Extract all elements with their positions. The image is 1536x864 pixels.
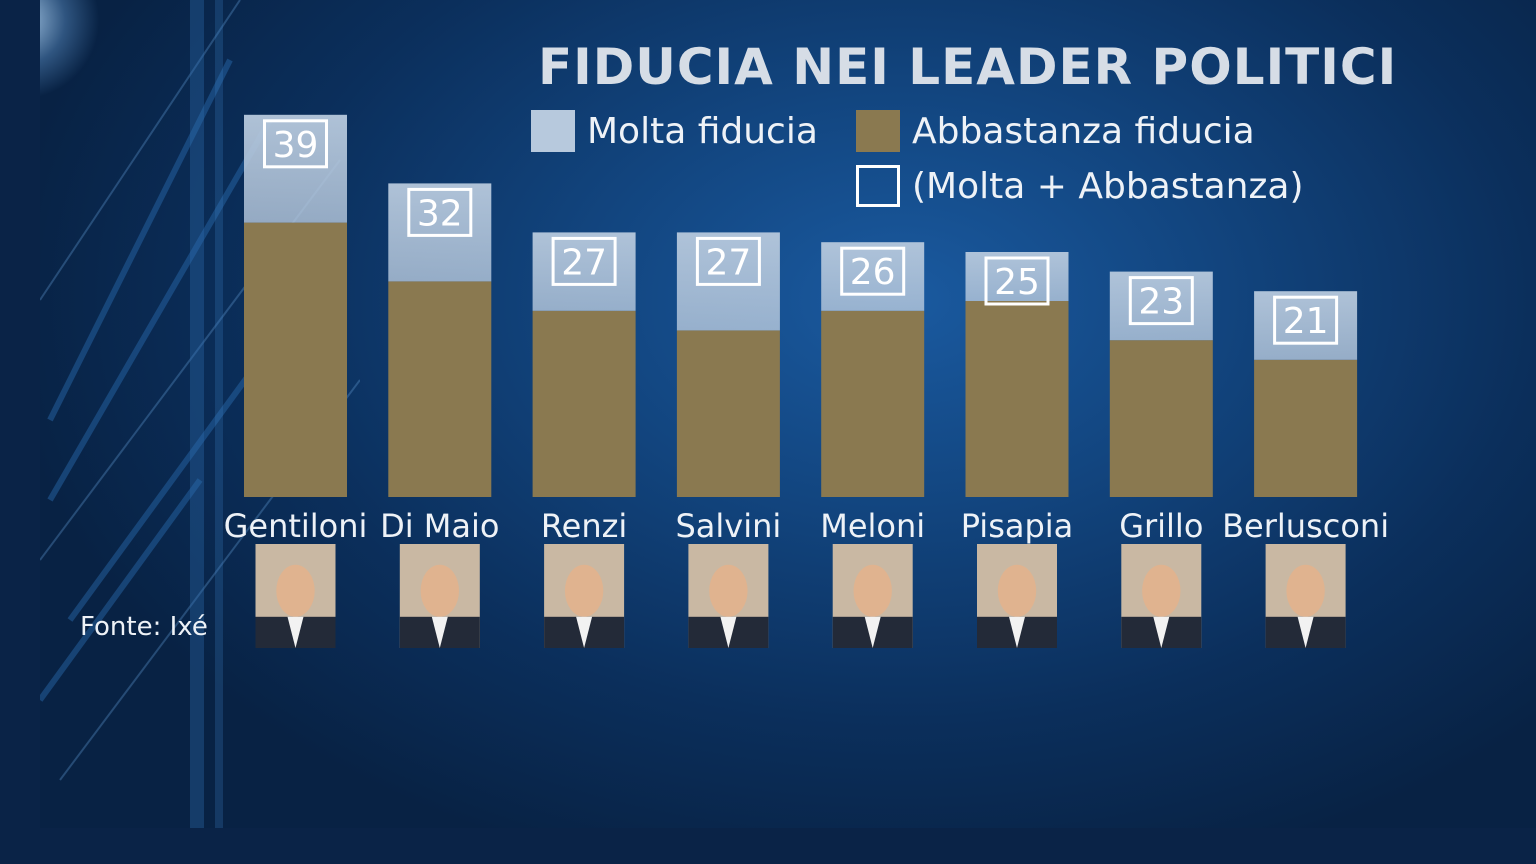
portrait-face-shape [420, 564, 459, 617]
total-value-box [263, 119, 328, 169]
total-value-box [695, 236, 761, 286]
portrait-collar-shape [576, 616, 593, 648]
bar-molta [244, 114, 347, 223]
portrait-collar-shape [720, 616, 737, 648]
total-value-label: 39 [273, 125, 319, 166]
portrait-collar-shape [287, 616, 304, 648]
bar-abbastanza [965, 301, 1069, 497]
total-value-label: 27 [561, 242, 607, 283]
bar-molta [388, 183, 492, 282]
portrait-face-shape [997, 564, 1037, 617]
total-value-box [407, 187, 473, 237]
chart-title: FIDUCIA NEI LEADER POLITICI [538, 38, 1398, 96]
portrait-collar-shape [864, 616, 881, 648]
legend-molta: Molta fiducia [531, 109, 818, 153]
portrait-face-shape [1286, 564, 1325, 617]
portrait-face-shape [1142, 564, 1181, 617]
legend-swatch-molta [531, 110, 575, 152]
legend-swatch-total [856, 165, 900, 207]
total-value-label: 25 [994, 262, 1040, 303]
category-label: Meloni [820, 507, 925, 545]
portrait-collar-shape [1153, 616, 1170, 648]
category-label: Salvini [675, 507, 781, 545]
bar-abbastanza [1109, 340, 1213, 497]
frame-edge-bottom [0, 828, 1536, 864]
frame-edge-left [0, 0, 40, 864]
total-value-box [984, 256, 1050, 306]
portrait-face-shape [564, 564, 604, 617]
bar-abbastanza [388, 281, 492, 497]
category-label: Renzi [541, 507, 627, 545]
category-label: Berlusconi [1222, 507, 1389, 545]
portrait-collar-shape [431, 616, 448, 648]
legend-swatch-abbastanza [856, 110, 900, 152]
portrait-collar-shape [1297, 616, 1314, 648]
bar-abbastanza [532, 310, 636, 497]
bar-molta [1254, 291, 1358, 360]
portrait-collar-shape [1009, 616, 1025, 648]
legend-abbastanza: Abbastanza fiducia [856, 109, 1255, 153]
total-value-label: 26 [850, 252, 896, 293]
portrait-face-shape [853, 564, 892, 617]
portrait-face-shape [709, 564, 748, 617]
total-value-box [1273, 295, 1339, 345]
bar-abbastanza [1254, 359, 1358, 497]
source-note: Fonte: Ixé [80, 612, 208, 642]
total-value-box [840, 246, 906, 296]
total-value-box [551, 236, 617, 286]
bar-molta [532, 232, 636, 311]
total-value-label: 21 [1283, 301, 1329, 342]
category-label: Pisapia [961, 507, 1074, 545]
total-value-box [1128, 276, 1194, 326]
bar-molta [821, 242, 925, 311]
bar-molta [965, 252, 1069, 301]
category-label: Gentiloni [224, 507, 368, 545]
bar-abbastanza [676, 330, 780, 497]
portrait-face-shape [276, 564, 315, 617]
bar-abbastanza [244, 222, 347, 497]
legend-label-molta: Molta fiducia [587, 110, 818, 152]
bar-molta [1109, 271, 1213, 341]
category-label: Grillo [1119, 507, 1203, 545]
background-architecture [40, 0, 360, 828]
total-value-label: 27 [705, 242, 751, 283]
legend-label-total: (Molta + Abbastanza) [912, 165, 1304, 207]
total-value-label: 23 [1138, 282, 1184, 323]
legend-total: (Molta + Abbastanza) [856, 164, 1304, 208]
category-label: Di Maio [380, 507, 499, 545]
bar-molta [676, 232, 780, 331]
legend-label-abbastanza: Abbastanza fiducia [912, 110, 1255, 152]
total-value-label: 32 [417, 193, 463, 234]
bar-abbastanza [821, 310, 925, 497]
